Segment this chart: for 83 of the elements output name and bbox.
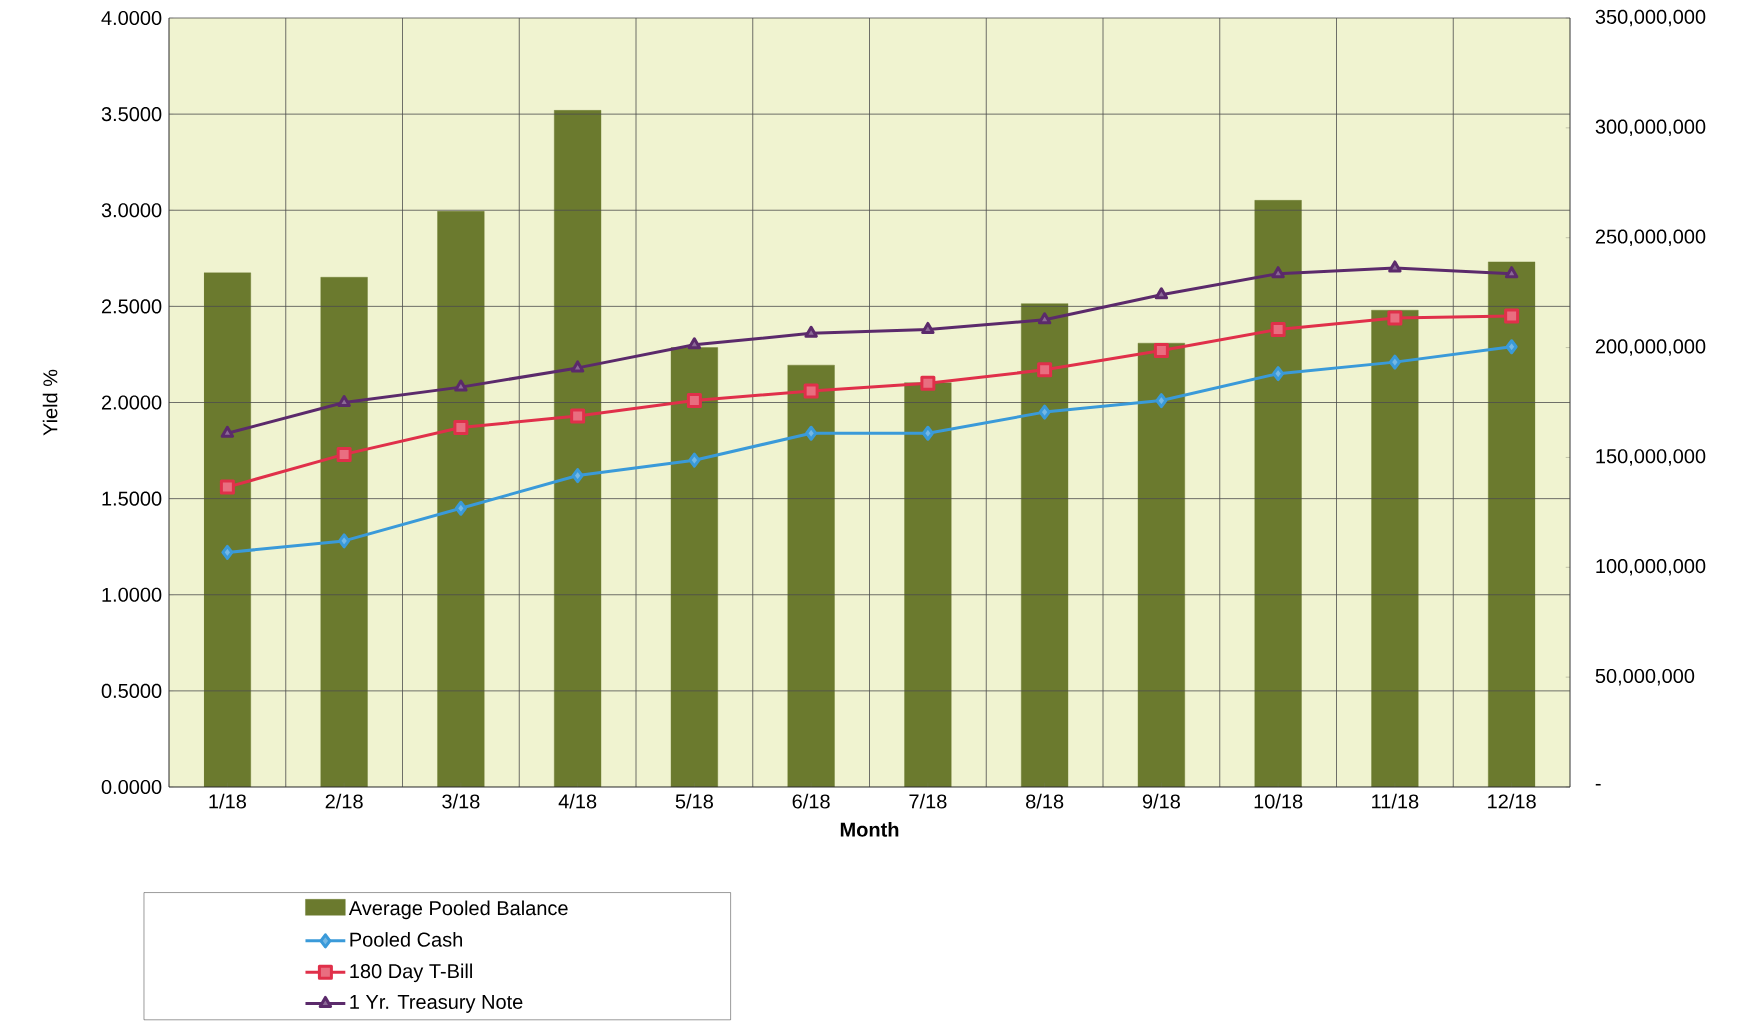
legend-label: 180 Day T-Bill — [350, 963, 472, 983]
bar — [203, 272, 251, 787]
y2-tick-label: - — [1595, 783, 1601, 786]
x-tick-label: 7/18 — [909, 793, 947, 809]
bar — [1021, 303, 1069, 787]
y2-tick-label: 300,000,000 — [1595, 119, 1706, 137]
y-tick-label: 3.0000 — [101, 203, 162, 218]
x-tick-label: 1/18 — [209, 793, 246, 809]
point — [219, 479, 235, 495]
point — [1154, 287, 1169, 300]
point — [921, 425, 934, 441]
point — [338, 533, 351, 549]
x-tick-label: 9/18 — [1142, 793, 1180, 809]
point — [1038, 404, 1051, 420]
x-tick-label: 5/18 — [675, 793, 713, 809]
y2-tick-label: 350,000,000 — [1595, 9, 1706, 27]
y2-tick-label: 200,000,000 — [1595, 339, 1706, 356]
point — [1037, 362, 1053, 378]
point — [1270, 321, 1286, 337]
point — [571, 468, 584, 484]
bar — [320, 277, 368, 787]
point — [336, 446, 352, 462]
point — [1387, 310, 1403, 326]
x-tick-label: 8/18 — [1026, 793, 1064, 809]
point — [570, 360, 585, 373]
y-tick-label: 1.0000 — [102, 587, 162, 602]
x-tick-label: 2/18 — [325, 793, 363, 809]
x-axis-title: Month — [840, 822, 899, 837]
legend-label: Pooled Cash — [350, 932, 462, 947]
bar — [1137, 342, 1185, 787]
point — [686, 393, 702, 409]
point — [1504, 308, 1520, 324]
y-tick-label: 2.0000 — [101, 395, 162, 410]
bar — [1254, 200, 1302, 787]
point — [220, 425, 235, 438]
point — [454, 379, 468, 392]
point — [804, 325, 818, 338]
y-axis-title: Yield % — [42, 369, 58, 436]
y-tick-label: 0.0000 — [101, 779, 162, 795]
point — [1153, 343, 1169, 359]
point — [1155, 393, 1168, 409]
point — [454, 500, 467, 516]
y2-tick-label: 50,000,000 — [1595, 668, 1695, 686]
point — [805, 425, 818, 441]
y-tick-label: 4.0000 — [101, 10, 162, 26]
legend-label: 1 Yr. Treasury Note — [350, 995, 523, 1013]
point — [1505, 339, 1518, 355]
point — [221, 544, 234, 560]
x-tick-label: 3/18 — [442, 793, 480, 809]
legend-label: Average Pooled Balance — [348, 900, 568, 920]
y-tick-label: 1.5000 — [102, 491, 162, 506]
y-tick-label: 0.5000 — [101, 683, 162, 698]
x-tick-label: 4/18 — [558, 793, 597, 809]
y-tick-label: 2.5000 — [101, 299, 162, 314]
point — [1388, 354, 1401, 370]
point — [337, 395, 351, 407]
y-tick-label: 3.5000 — [101, 107, 162, 122]
bar — [1371, 310, 1419, 787]
point — [453, 419, 469, 435]
point — [921, 321, 935, 334]
x-tick-label: 12/18 — [1488, 793, 1536, 809]
point — [1504, 266, 1519, 279]
point — [570, 408, 586, 424]
y2-tick-label: 150,000,000 — [1596, 449, 1706, 466]
bar — [437, 211, 485, 787]
point — [803, 383, 819, 399]
y2-tick-label: 100,000,000 — [1596, 559, 1706, 576]
bar — [904, 382, 952, 787]
point — [687, 337, 702, 350]
point — [920, 375, 936, 391]
point — [1037, 312, 1052, 325]
point — [688, 452, 701, 468]
bar — [787, 364, 835, 787]
bar — [1488, 261, 1536, 787]
bar — [554, 110, 602, 787]
point — [1271, 266, 1285, 279]
x-tick-label: 10/18 — [1254, 793, 1303, 809]
bar — [670, 347, 718, 787]
x-tick-label: 11/18 — [1372, 793, 1419, 809]
point — [1272, 366, 1285, 382]
x-tick-label: 6/18 — [792, 793, 830, 809]
y2-tick-label: 250,000,000 — [1595, 229, 1706, 246]
point — [1388, 260, 1402, 273]
